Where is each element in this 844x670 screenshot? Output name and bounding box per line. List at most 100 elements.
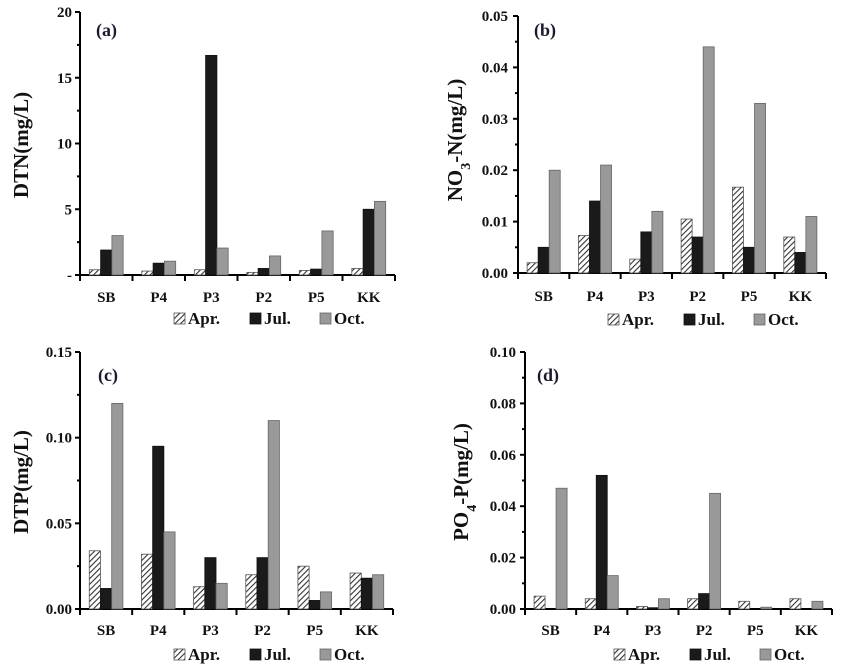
panel-label: (b) (534, 20, 556, 41)
bar-jul-kk (360, 577, 373, 610)
legend-swatch-apr (607, 313, 620, 326)
bar-apr-sb (88, 550, 101, 610)
bar-jul-p2 (691, 236, 704, 274)
bar-oct-p3 (216, 247, 229, 276)
x-tick-label: P2 (255, 290, 272, 306)
panel-label: (d) (537, 365, 559, 386)
y-axis-label: NO3-N(mg/L) (443, 79, 474, 201)
y-tick-label: 0.00 (46, 602, 72, 618)
bar-apr-p4 (141, 270, 154, 276)
y-tick-label: 0.05 (482, 9, 508, 25)
y-tick-label: 10 (57, 137, 72, 153)
bar-jul-p5 (310, 268, 323, 276)
bar-oct-p5 (321, 230, 334, 276)
bar-oct-sb (111, 235, 124, 276)
panel-b: 0.00 0.01 0.02 0.03 0.04 0.05 SB P4 P3 P2 P5 KK (b) N… (443, 9, 827, 329)
x-tick-label: P5 (747, 623, 764, 639)
x-tick-label: KK (355, 623, 379, 639)
y-tick-label: 0.05 (46, 516, 72, 532)
x-tick-label: P3 (645, 623, 662, 639)
bar-oct-p3 (658, 598, 670, 610)
legend-label-oct: Oct. (774, 645, 805, 664)
y-axis-label: PO4-P(mg/L) (449, 423, 480, 541)
bar-jul-p3 (640, 231, 653, 274)
bar-apr-p2 (245, 574, 258, 610)
x-tick-label: P4 (150, 623, 167, 639)
bar-jul-p4 (152, 445, 165, 610)
y-tick-label: 5 (65, 202, 73, 218)
bar-oct-kk (372, 574, 385, 610)
panel-label: (c) (98, 365, 118, 386)
y-axis-label: DTN(mg/L) (9, 92, 33, 198)
x-tick-label: KK (789, 289, 813, 305)
legend-swatch-jul (689, 648, 702, 661)
bar-jul-p2 (257, 268, 270, 276)
bar-jul-p3 (205, 54, 218, 276)
legend: Apr. Jul. Oct. (613, 645, 805, 664)
y-tick-label: 20 (57, 5, 72, 21)
legend: Apr. Jul. Oct. (173, 645, 365, 664)
legend-swatch-jul (683, 313, 696, 326)
bar-jul-p4 (595, 474, 608, 610)
y-axis-label-unit: -P(mg/L) (449, 423, 473, 505)
y-tick-label: 0.00 (482, 266, 508, 282)
x-tick-label: P4 (150, 290, 167, 306)
bar-jul-kk (362, 208, 375, 276)
panel-c: 0.00 0.05 0.10 0.15 SB P4 P3 P2 P5 KK (c) DTP(mg/L)… (9, 345, 394, 664)
bar-oct-kk (373, 200, 387, 276)
y-tick-label: 0.02 (482, 163, 508, 179)
legend-swatch-oct (319, 648, 332, 661)
bar-apr-p2 (246, 271, 259, 276)
y-tick-label: 0.00 (490, 602, 516, 618)
legend-label-jul: Jul. (264, 645, 291, 664)
x-tick-label: KK (357, 290, 381, 306)
legend-swatch-apr (613, 648, 626, 661)
bar-jul-sb (537, 246, 550, 274)
legend-swatch-oct (319, 312, 332, 325)
legend-label-oct: Oct. (768, 310, 799, 329)
y-tick-label: 0.04 (490, 499, 517, 515)
x-tick-label: P4 (593, 623, 610, 639)
bar-apr-p3 (636, 606, 648, 610)
y-tick-label: 15 (57, 71, 72, 87)
bar-oct-p4 (600, 164, 612, 274)
bar-apr-kk (783, 236, 796, 274)
bar-apr-p2 (680, 218, 693, 274)
x-tick-label: P3 (203, 290, 220, 306)
y-axis-label-subscript: 4 (465, 505, 480, 512)
bar-oct-p4 (606, 575, 619, 610)
legend-swatch-oct (753, 313, 766, 326)
y-tick-label: 0.06 (490, 448, 517, 464)
bar-apr-sb (526, 262, 539, 274)
bar-apr-p5 (738, 600, 751, 610)
x-tick-label: P3 (638, 289, 655, 305)
y-tick-label: 0.15 (46, 345, 72, 361)
bar-jul-sb (100, 588, 113, 610)
bar-apr-sb (88, 269, 102, 276)
legend-swatch-jul (249, 648, 262, 661)
y-tick-label: 0.10 (46, 431, 72, 447)
x-tick-label: SB (97, 623, 115, 639)
x-tick-label: SB (97, 290, 115, 306)
x-tick-label: SB (541, 623, 559, 639)
bar-oct-p5 (319, 591, 332, 610)
y-tick-label: 0.04 (482, 60, 509, 76)
x-tick-label: P5 (741, 289, 758, 305)
bar-apr-kk (789, 598, 802, 610)
bar-jul-p5 (308, 600, 321, 610)
bar-jul-p3 (647, 607, 659, 610)
bar-apr-p3 (193, 586, 206, 610)
bar-oct-p3 (215, 582, 228, 610)
bar-oct-p2 (267, 420, 280, 610)
legend-swatch-oct (759, 648, 772, 661)
bar-apr-kk (349, 572, 362, 610)
legend-swatch-jul (249, 312, 262, 325)
bar-jul-p2 (698, 593, 710, 610)
y-tick-label: 0.02 (490, 551, 516, 567)
y-tick-label: 0.08 (490, 396, 516, 412)
x-tick-label: KK (795, 623, 819, 639)
bar-oct-p2 (709, 492, 721, 610)
bar-apr-p5 (297, 565, 310, 610)
legend-label-oct: Oct. (334, 645, 365, 664)
